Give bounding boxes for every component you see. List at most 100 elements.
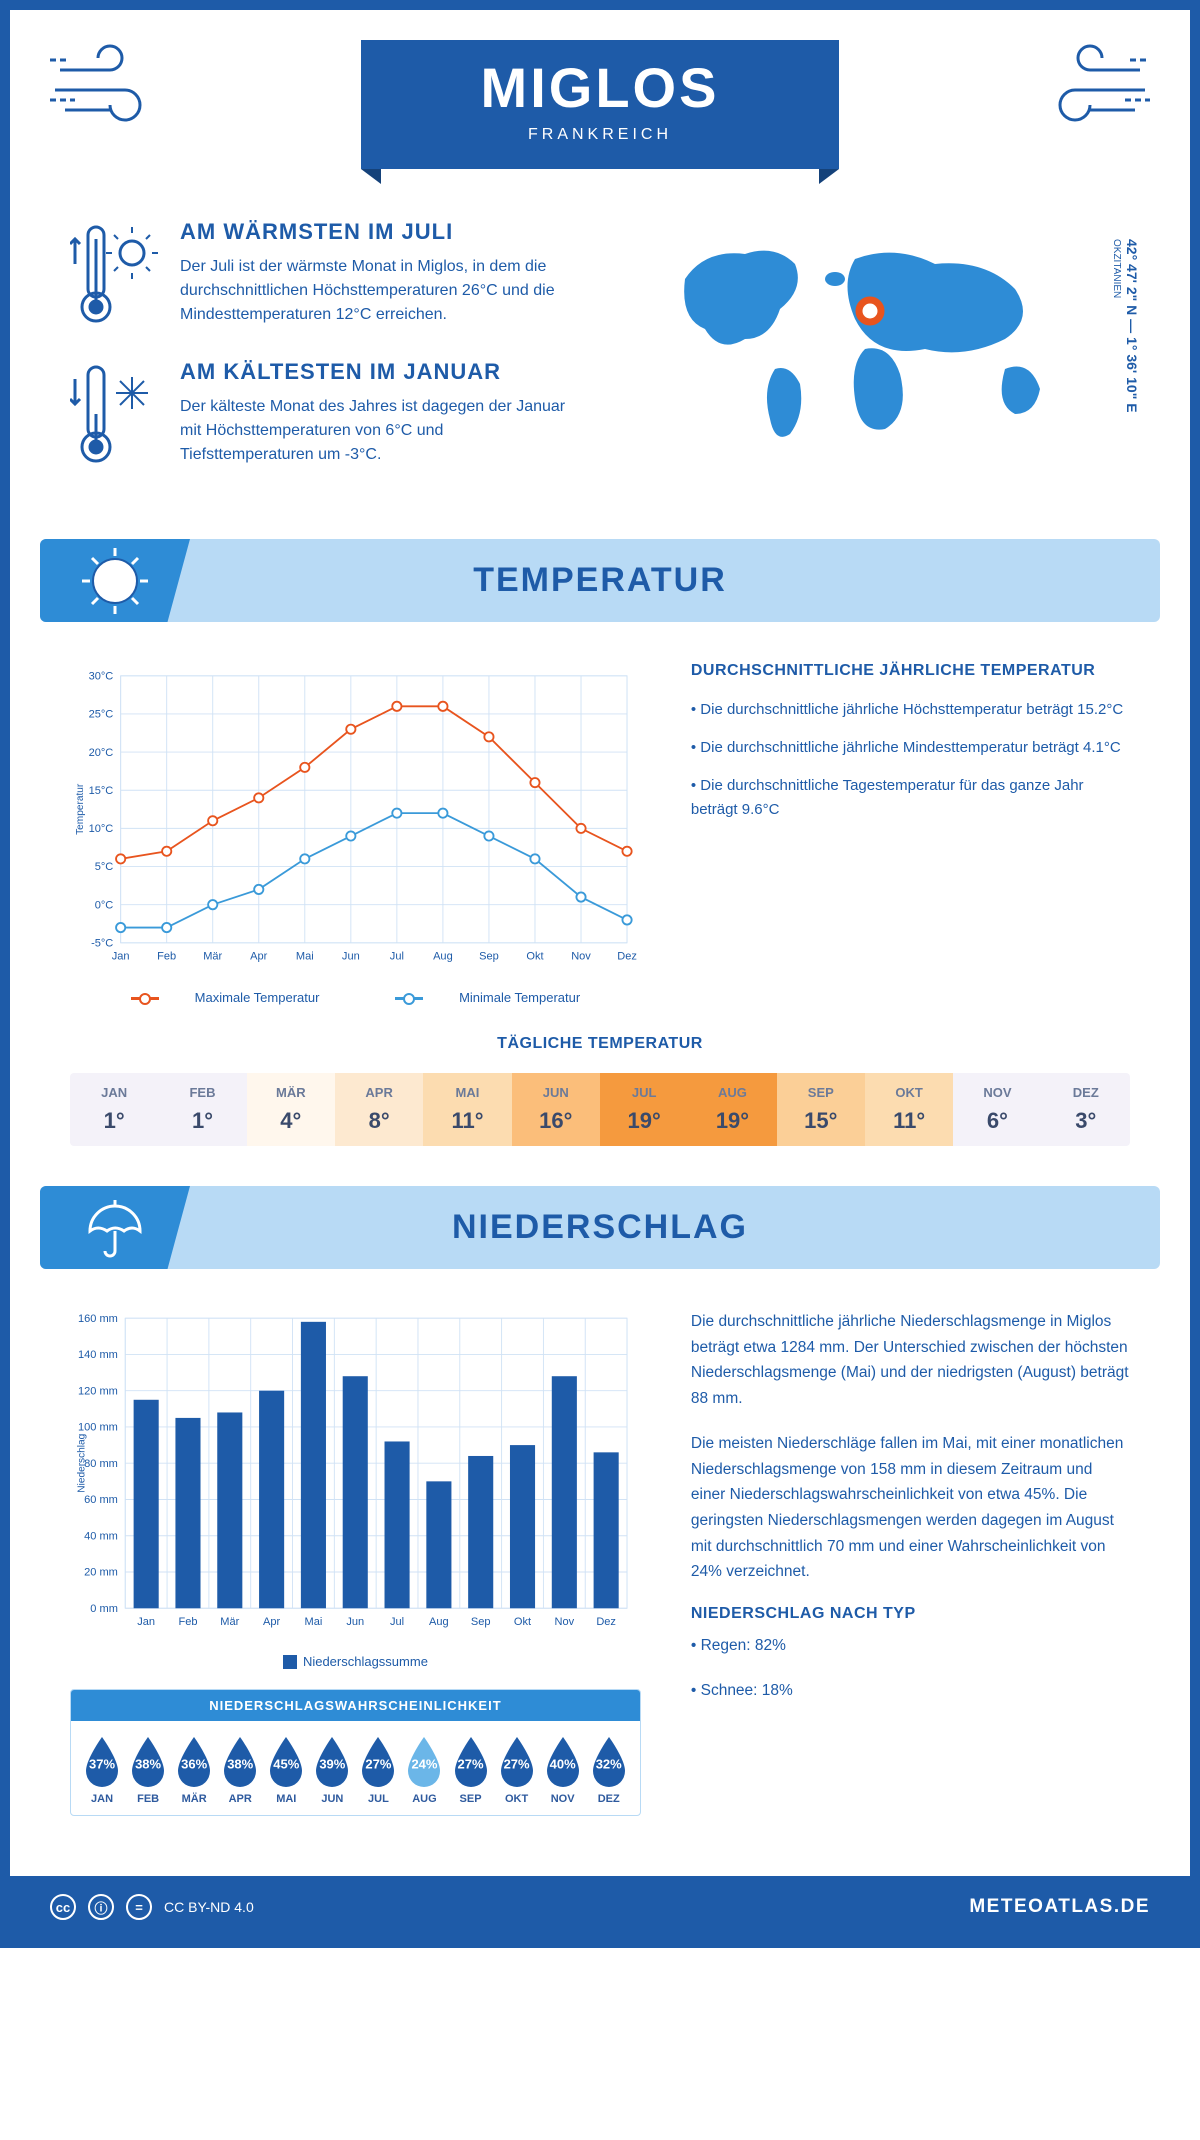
- line-chart-legend: Maximale Temperatur Minimale Temperatur: [70, 990, 641, 1005]
- svg-text:0 mm: 0 mm: [90, 1603, 118, 1615]
- prob-drop: 36%MÄR: [171, 1735, 217, 1805]
- svg-text:Aug: Aug: [433, 950, 453, 962]
- footer: cc ⓘ = CC BY-ND 4.0 METEOATLAS.DE: [10, 1876, 1190, 1938]
- svg-text:20°C: 20°C: [89, 747, 114, 759]
- svg-text:100 mm: 100 mm: [78, 1422, 118, 1434]
- daily-temp-row: JAN1°FEB1°MÄR4°APR8°MAI11°JUN16°JUL19°AU…: [70, 1073, 1130, 1146]
- svg-text:-5°C: -5°C: [91, 938, 113, 950]
- svg-text:Jun: Jun: [342, 950, 360, 962]
- temp-cell: MAI11°: [423, 1073, 511, 1146]
- wind-icon: [50, 40, 170, 130]
- temp-stat-item: • Die durchschnittliche Tagestemperatur …: [691, 774, 1130, 822]
- warmest-title: AM WÄRMSTEN IM JULI: [180, 219, 580, 245]
- prob-drop: 40%NOV: [540, 1735, 586, 1805]
- svg-text:25°C: 25°C: [89, 709, 114, 721]
- svg-text:Sep: Sep: [479, 950, 499, 962]
- coldest-fact: AM KÄLTESTEN IM JANUAR Der kälteste Mona…: [70, 359, 580, 469]
- svg-text:5°C: 5°C: [95, 861, 114, 873]
- warmest-fact: AM WÄRMSTEN IM JULI Der Juli ist der wär…: [70, 219, 580, 329]
- svg-text:140 mm: 140 mm: [78, 1349, 118, 1361]
- svg-text:Apr: Apr: [250, 950, 267, 962]
- svg-text:Okt: Okt: [526, 950, 543, 962]
- svg-text:160 mm: 160 mm: [78, 1313, 118, 1325]
- coordinates: 42° 47' 2" N — 1° 36' 10" E OKZITANIEN: [1108, 239, 1140, 413]
- site-name: METEOATLAS.DE: [969, 1896, 1150, 1918]
- temp-stat-item: • Die durchschnittliche jährliche Mindes…: [691, 736, 1130, 760]
- precip-section-header: NIEDERSCHLAG: [40, 1186, 1160, 1269]
- title-band: MIGLOS FRANKREICH: [361, 40, 840, 169]
- by-icon: ⓘ: [88, 1894, 114, 1920]
- precip-bar-chart: 0 mm20 mm40 mm60 mm80 mm100 mm120 mm140 …: [70, 1309, 641, 1640]
- temp-cell: DEZ3°: [1042, 1073, 1130, 1146]
- temp-cell: JUN16°: [512, 1073, 600, 1146]
- sun-icon: [80, 546, 150, 616]
- svg-text:Mär: Mär: [220, 1616, 239, 1628]
- svg-text:Jun: Jun: [346, 1616, 364, 1628]
- svg-text:Jan: Jan: [112, 950, 130, 962]
- daily-temp-heading: TÄGLICHE TEMPERATUR: [70, 1035, 1130, 1053]
- temperature-heading: TEMPERATUR: [40, 561, 1160, 600]
- bar-chart-legend: Niederschlagssumme: [70, 1654, 641, 1670]
- precip-heading: NIEDERSCHLAG: [40, 1208, 1160, 1247]
- svg-text:40 mm: 40 mm: [84, 1530, 118, 1542]
- temperature-line-chart: -5°C 0°C 5°C 10°C 15°C 20°C 25°C 30°C Jan Feb Mär A…: [70, 662, 641, 975]
- prob-drop: 27%JUL: [355, 1735, 401, 1805]
- svg-text:Mai: Mai: [305, 1616, 323, 1628]
- svg-text:10°C: 10°C: [89, 823, 114, 835]
- precip-para-1: Die durchschnittliche jährliche Niedersc…: [691, 1309, 1130, 1411]
- cc-icon: cc: [50, 1894, 76, 1920]
- precip-type-2: • Schnee: 18%: [691, 1678, 1130, 1704]
- svg-text:Jul: Jul: [390, 1616, 404, 1628]
- svg-text:Apr: Apr: [263, 1616, 280, 1628]
- svg-text:120 mm: 120 mm: [78, 1385, 118, 1397]
- thermometer-sun-icon: [70, 219, 160, 329]
- coldest-title: AM KÄLTESTEN IM JANUAR: [180, 359, 580, 385]
- temp-cell: FEB1°: [158, 1073, 246, 1146]
- svg-text:Okt: Okt: [514, 1616, 531, 1628]
- temp-cell: JUL19°: [600, 1073, 688, 1146]
- svg-text:15°C: 15°C: [89, 785, 114, 797]
- prob-drop: 37%JAN: [79, 1735, 125, 1805]
- temp-cell: AUG19°: [688, 1073, 776, 1146]
- svg-text:0°C: 0°C: [95, 899, 114, 911]
- header: MIGLOS FRANKREICH: [10, 10, 1190, 219]
- prob-heading: NIEDERSCHLAGSWAHRSCHEINLICHKEIT: [71, 1690, 640, 1721]
- temperature-section-header: TEMPERATUR: [40, 539, 1160, 622]
- svg-text:60 mm: 60 mm: [84, 1494, 118, 1506]
- svg-text:Aug: Aug: [429, 1616, 449, 1628]
- warmest-text: Der Juli ist der wärmste Monat in Miglos…: [180, 255, 580, 327]
- thermometer-snow-icon: [70, 359, 160, 469]
- svg-text:Feb: Feb: [178, 1616, 197, 1628]
- prob-drop: 45%MAI: [263, 1735, 309, 1805]
- license-text: CC BY-ND 4.0: [164, 1899, 254, 1915]
- svg-text:Nov: Nov: [555, 1616, 575, 1628]
- precip-para-2: Die meisten Niederschläge fallen im Mai,…: [691, 1431, 1130, 1584]
- nd-icon: =: [126, 1894, 152, 1920]
- wind-icon: [1030, 40, 1150, 130]
- svg-text:Feb: Feb: [157, 950, 176, 962]
- temp-cell: SEP15°: [777, 1073, 865, 1146]
- svg-text:30°C: 30°C: [89, 670, 114, 682]
- prob-drop: 38%APR: [217, 1735, 263, 1805]
- temp-stat-item: • Die durchschnittliche jährliche Höchst…: [691, 698, 1130, 722]
- temp-cell: NOV6°: [953, 1073, 1041, 1146]
- prob-drop: 38%FEB: [125, 1735, 171, 1805]
- coldest-text: Der kälteste Monat des Jahres ist dagege…: [180, 395, 580, 467]
- world-map: 42° 47' 2" N — 1° 36' 10" E OKZITANIEN: [620, 219, 1130, 499]
- svg-text:Mai: Mai: [296, 950, 314, 962]
- temp-cell: MÄR4°: [247, 1073, 335, 1146]
- svg-text:Dez: Dez: [617, 950, 637, 962]
- svg-text:Niederschlag: Niederschlag: [77, 1434, 88, 1493]
- svg-text:Temperatur: Temperatur: [75, 783, 86, 835]
- prob-drop: 24%AUG: [401, 1735, 447, 1805]
- precip-type-heading: NIEDERSCHLAG NACH TYP: [691, 1605, 1130, 1623]
- temp-cell: APR8°: [335, 1073, 423, 1146]
- prob-drop: 27%SEP: [448, 1735, 494, 1805]
- svg-text:Nov: Nov: [571, 950, 591, 962]
- prob-drop: 39%JUN: [309, 1735, 355, 1805]
- prob-drop: 27%OKT: [494, 1735, 540, 1805]
- prob-drop: 32%DEZ: [586, 1735, 632, 1805]
- temp-stats-heading: DURCHSCHNITTLICHE JÄHRLICHE TEMPERATUR: [691, 662, 1130, 680]
- svg-text:Mär: Mär: [203, 950, 222, 962]
- svg-text:Jul: Jul: [390, 950, 404, 962]
